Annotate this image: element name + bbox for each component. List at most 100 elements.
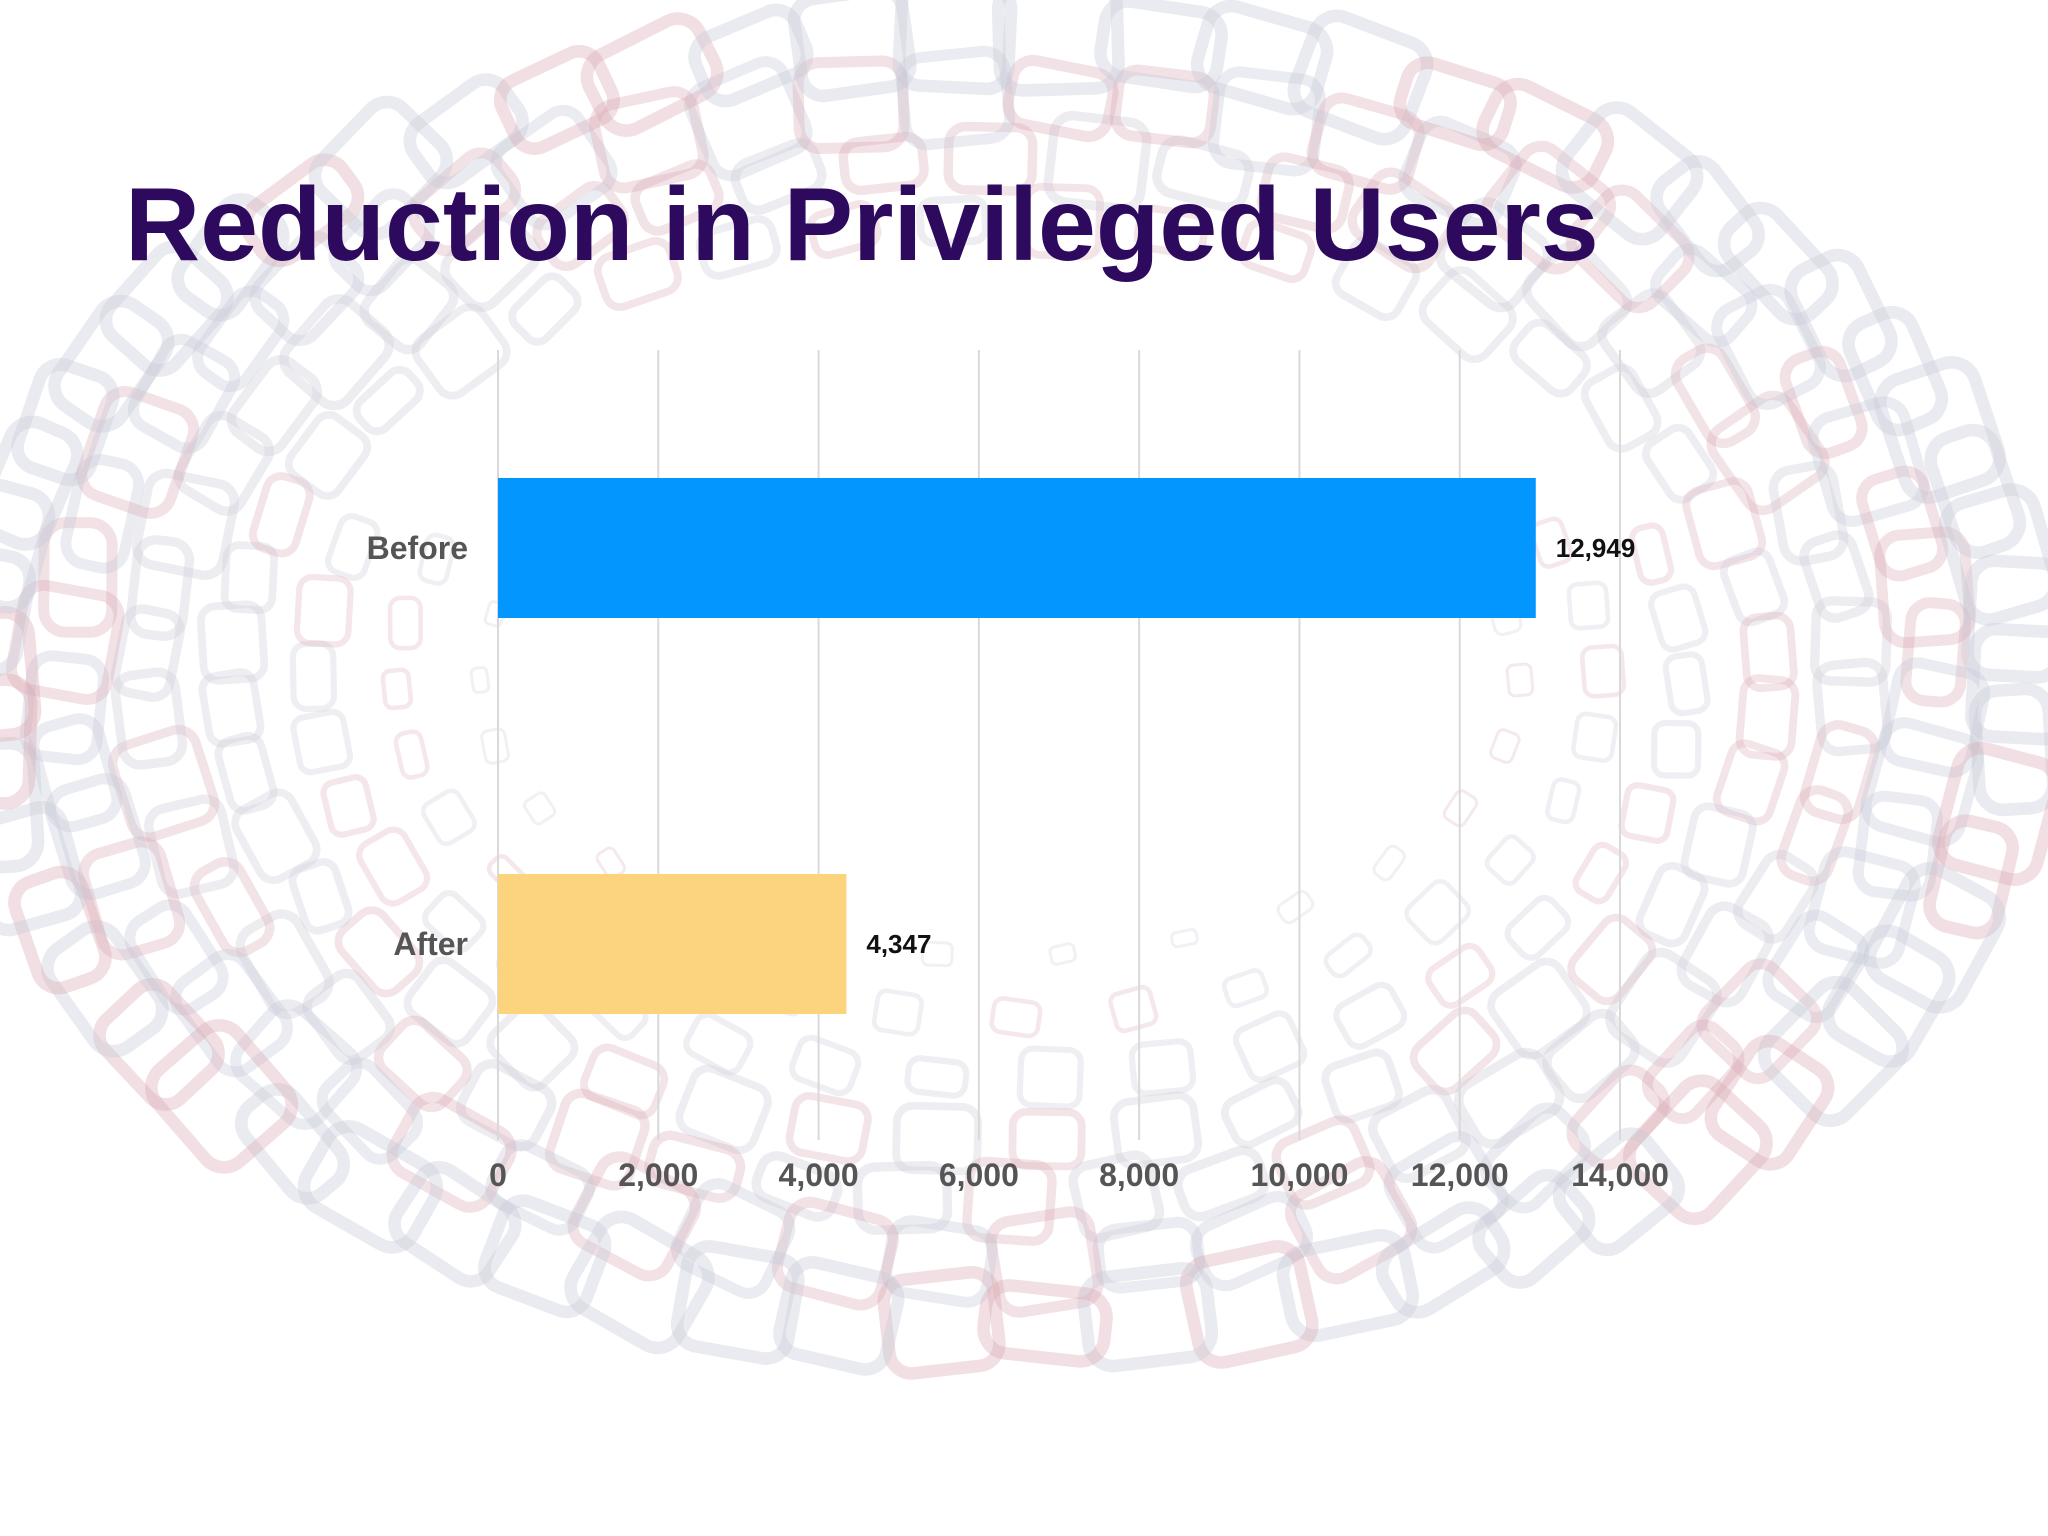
chain-link-shape [1641, 423, 1718, 504]
chain-link-shape [1704, 1034, 1835, 1171]
chain-link-shape [1331, 235, 1421, 322]
chain-link-shape [991, 0, 1125, 97]
chain-link-shape [1650, 719, 1702, 779]
chain-link-shape [1487, 957, 1591, 1060]
chain-link-shape [1623, 1074, 1773, 1226]
chain-link-shape [5, 579, 125, 705]
chain-link-shape [1605, 947, 1722, 1068]
category-label: Before [367, 530, 468, 566]
chain-link-shape [1321, 1048, 1403, 1124]
x-tick-label: 0 [489, 1157, 507, 1193]
chain-link-shape [675, 1064, 772, 1155]
chain-link-shape [1271, 1115, 1375, 1210]
chain-link-shape [1719, 547, 1789, 627]
chain-link-shape [580, 12, 724, 137]
chain-link-shape [407, 147, 522, 257]
chain-link-shape [1641, 1019, 1745, 1125]
chain-link-shape [110, 667, 188, 770]
chain-link-shape [220, 541, 279, 615]
chain-link-shape [293, 573, 354, 648]
chain-link-shape [490, 104, 618, 231]
chain-link-shape [1528, 516, 1574, 569]
chain-link-shape [359, 253, 459, 355]
chain-link-shape [567, 1151, 701, 1282]
chain-link-shape [99, 240, 234, 377]
gridlines [497, 350, 1621, 1140]
chain-link-shape [1680, 802, 1757, 888]
chain-link-shape [1068, 1150, 1165, 1243]
chain-link-shape [1712, 739, 1789, 826]
chain-link-shape [0, 606, 42, 746]
chain-link-shape [249, 230, 365, 347]
chain-link-shape [977, 1279, 1113, 1368]
bar-before [498, 478, 1536, 618]
chain-link-shape [916, 194, 990, 247]
x-tick-label: 12,000 [1411, 1157, 1509, 1193]
chain-link-shape [1565, 184, 1695, 314]
chain-link-shape [1133, 204, 1209, 259]
chain-link-shape [1618, 782, 1677, 844]
chain-link-shape [1207, 66, 1326, 177]
chain-link-shape [493, 44, 620, 155]
chain-link-shape [1435, 197, 1553, 313]
chain-link-shape [0, 415, 84, 551]
chain-link-shape [1938, 483, 2048, 626]
chain-link-shape [943, 121, 1038, 196]
chain-link-shape [1285, 1156, 1418, 1285]
value-labels: 12,949 4,347 [866, 533, 1635, 959]
chain-link-shape [192, 285, 290, 393]
chain-link-shape [1900, 597, 1971, 708]
chain-link-shape [77, 836, 186, 961]
chain-link-shape [1128, 1038, 1197, 1097]
chain-link-shape [1179, 1240, 1319, 1369]
chain-link-shape [1256, 152, 1354, 234]
chain-link-shape [297, 1120, 444, 1254]
chain-link-shape [1347, 167, 1458, 274]
chain-link-shape [1002, 54, 1119, 143]
chain-link-shape [787, 0, 917, 103]
chain-link-shape [386, 1091, 517, 1213]
chain-link-shape [486, 999, 579, 1092]
chain-link-shape [1522, 240, 1633, 352]
chain-link-shape [38, 517, 118, 638]
chain-link-shape [1232, 1010, 1308, 1083]
chain-link-shape [1109, 64, 1220, 149]
x-tick-label: 6,000 [939, 1157, 1019, 1193]
chain-link-shape [523, 791, 557, 826]
chain-link-shape [60, 454, 145, 574]
chain-link-shape [173, 410, 275, 516]
x-tick-label: 8,000 [1099, 1157, 1179, 1193]
chain-link-shape [1799, 530, 1874, 623]
chain-link-shape [131, 468, 240, 580]
chain-link-shape [171, 193, 290, 322]
chain-link-shape [630, 159, 724, 236]
chain-link-shape [532, 180, 629, 272]
chain-link-shape [288, 858, 353, 935]
chain-link-shape [403, 73, 529, 190]
chain-link-shape [1696, 958, 1823, 1085]
chain-link-shape [1425, 942, 1496, 1009]
chain-link-shape [403, 956, 497, 1048]
chain-link-shape [989, 996, 1043, 1039]
chain-link-shape [1776, 785, 1853, 886]
chain-link-shape [1821, 924, 1956, 1068]
chain-link-shape [1735, 674, 1800, 761]
chain-link-shape [478, 1194, 612, 1319]
chain-link-shape [19, 650, 110, 766]
chain-link-shape [1733, 849, 1820, 944]
chain-link-shape [0, 672, 38, 810]
chain-link-shape [881, 1215, 998, 1308]
chain-link-shape [1711, 283, 1826, 410]
value-label: 12,949 [1556, 533, 1636, 563]
chain-link-shape [1670, 343, 1760, 448]
chain-link-shape [235, 909, 334, 1020]
chain-link-shape [170, 948, 293, 1078]
chain-link-shape [485, 1139, 595, 1236]
category-label: After [393, 926, 468, 962]
chain-link-shape [226, 355, 323, 457]
chain-link-shape [1383, 1131, 1509, 1254]
chain-link-shape [290, 708, 354, 776]
chain-link-shape [1552, 1127, 1686, 1257]
